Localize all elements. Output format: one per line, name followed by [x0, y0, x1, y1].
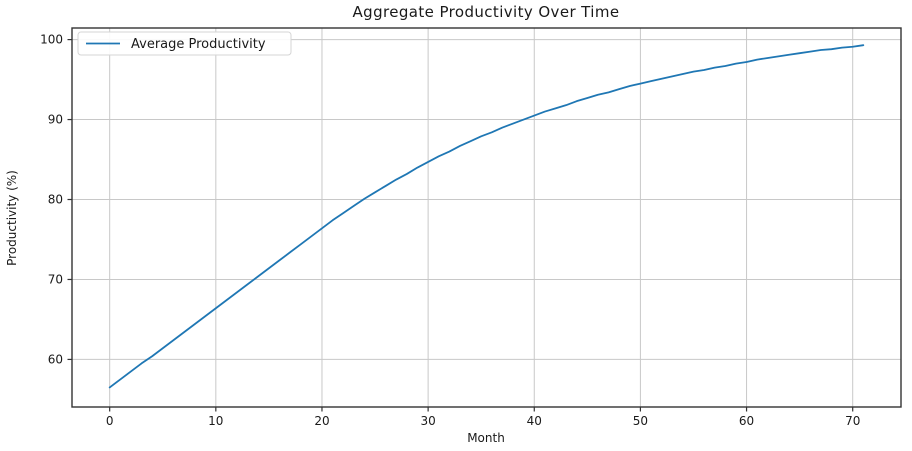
x-tick-label: 10	[208, 414, 223, 428]
legend-box	[77, 31, 292, 56]
y-tick-label: 100	[40, 33, 63, 47]
legend-label: Average Productivity	[131, 37, 266, 52]
y-tick-label: 60	[48, 352, 63, 366]
legend: Average Productivity	[77, 31, 292, 56]
x-tick-labels: 0 10 20 30 40 50 60 70	[106, 414, 860, 428]
x-tick-label: 50	[633, 414, 648, 428]
x-tick-label: 0	[106, 414, 114, 428]
y-tick-label: 90	[48, 113, 63, 127]
chart-title: Aggregate Productivity Over Time	[352, 3, 619, 21]
x-tick-label: 20	[314, 414, 329, 428]
plot-border	[71, 27, 902, 408]
y-axis-label: Productivity (%)	[5, 170, 19, 266]
y-tick-label: 80	[48, 193, 63, 207]
x-axis-label: Month	[467, 431, 505, 445]
gridlines	[72, 28, 901, 407]
x-tick-label: 30	[420, 414, 435, 428]
y-tick-labels: 60 70 80 90 100	[40, 33, 63, 367]
x-tick-label: 70	[845, 414, 860, 428]
average-productivity-line	[108, 44, 865, 389]
axis-tick-marks	[67, 38, 854, 412]
x-tick-label: 40	[527, 414, 542, 428]
y-tick-label: 70	[48, 272, 63, 286]
x-tick-label: 60	[739, 414, 754, 428]
